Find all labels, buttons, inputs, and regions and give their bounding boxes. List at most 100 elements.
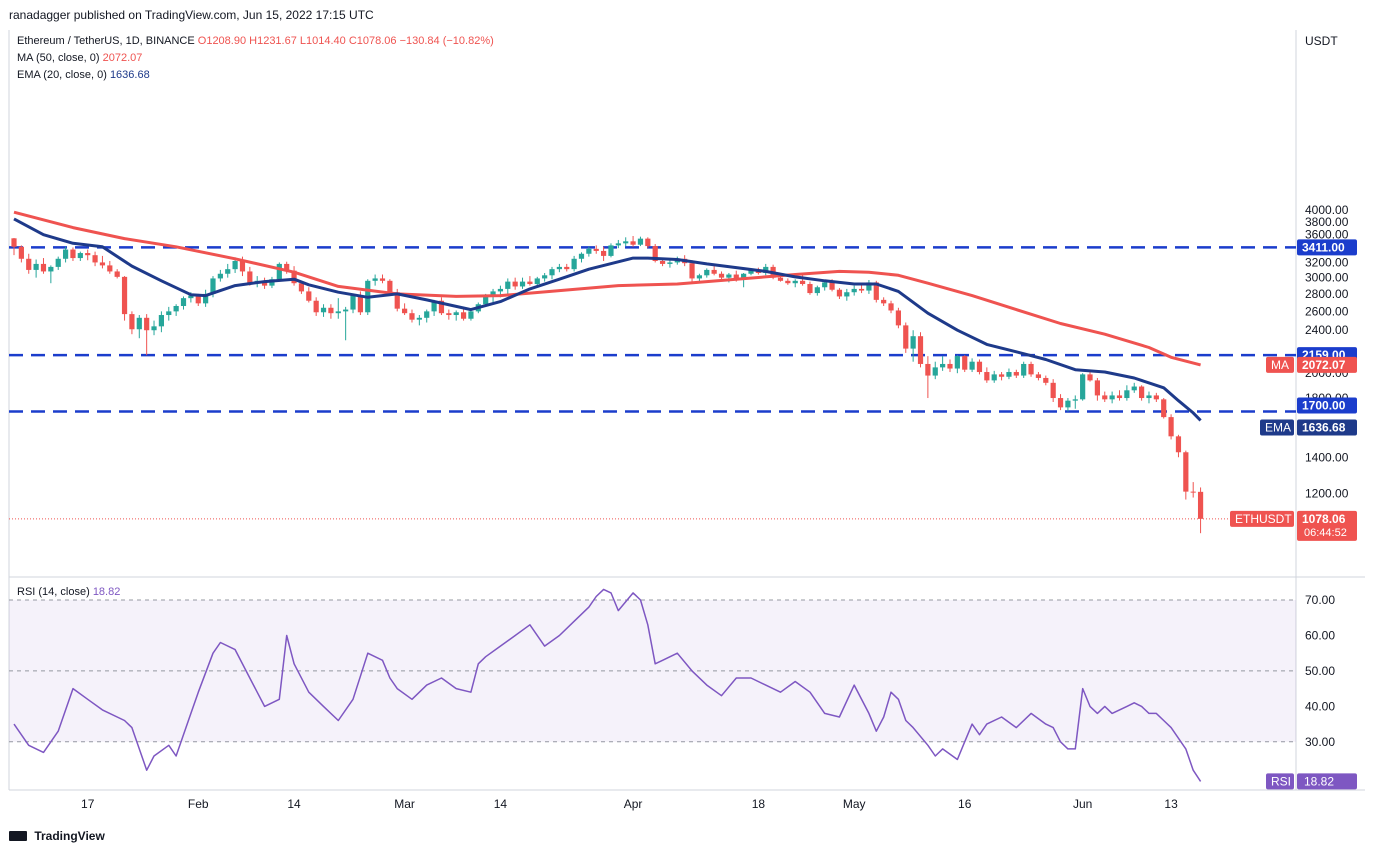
- candle-body: [586, 248, 592, 254]
- candle: [947, 359, 953, 373]
- candle: [741, 272, 747, 288]
- candle-body: [659, 260, 666, 264]
- rsi-legend[interactable]: RSI (14, close) 18.82: [17, 586, 120, 598]
- candle-body: [556, 266, 562, 270]
- rsi-tick-label: 40.00: [1305, 699, 1335, 713]
- candle: [601, 246, 607, 261]
- candle: [328, 304, 334, 319]
- price-axis-title: USDT: [1305, 34, 1338, 48]
- candle-body: [350, 295, 356, 310]
- rsi-tag: RSI: [1271, 774, 1291, 788]
- candle-body: [62, 249, 69, 259]
- price-tick-label: 1400.00: [1305, 450, 1349, 464]
- symbol-legend[interactable]: Ethereum / TetherUS, 1D, BINANCE O1208.9…: [17, 35, 494, 47]
- candle: [11, 237, 17, 256]
- candle-body: [1168, 417, 1174, 437]
- candle: [402, 303, 408, 316]
- candle-body: [18, 246, 24, 259]
- candle: [623, 237, 629, 247]
- candle-body: [424, 311, 430, 318]
- candle-body: [372, 278, 378, 281]
- candle: [1102, 391, 1108, 402]
- candle: [637, 236, 644, 247]
- level-3411-label: 3411.00: [1302, 240, 1345, 254]
- candle: [505, 278, 511, 294]
- candle: [976, 359, 983, 375]
- tradingview-logo[interactable]: TradingView: [9, 829, 105, 843]
- candle: [306, 287, 312, 303]
- candle-body: [954, 356, 960, 369]
- rsi-value-box: [1297, 773, 1357, 790]
- candle-body: [814, 287, 820, 294]
- rsi-line: [13, 588, 1202, 782]
- candle-body: [1139, 386, 1145, 399]
- candle: [1065, 398, 1071, 412]
- ma50-line: [13, 210, 1201, 367]
- candle: [298, 281, 305, 294]
- candle: [667, 259, 673, 268]
- candle-body: [460, 312, 467, 319]
- candle-body: [121, 276, 128, 315]
- candle-body: [298, 283, 305, 292]
- candle-body: [239, 260, 246, 272]
- ema20-line: [13, 217, 1202, 422]
- candle-body: [55, 258, 61, 267]
- candle-body: [704, 269, 710, 276]
- candle-body: [261, 280, 268, 286]
- ma-legend[interactable]: MA (50, close, 0) 2072.07: [17, 52, 142, 64]
- candle-body: [453, 312, 459, 316]
- candle-body: [527, 281, 533, 285]
- candle: [48, 265, 54, 284]
- candle-body: [11, 238, 17, 247]
- candle-body: [512, 281, 518, 287]
- ema-tag-box: [1260, 419, 1294, 436]
- candle: [645, 237, 651, 249]
- chart-header: ranadagger published on TradingView.com,…: [0, 0, 1373, 30]
- candle-body: [1065, 400, 1071, 408]
- candle-body: [291, 270, 297, 284]
- price-tick-label: 2800.00: [1305, 287, 1349, 301]
- time-tick-label: 13: [1164, 797, 1178, 811]
- ema-legend[interactable]: EMA (20, close, 0) 1636.68: [17, 69, 150, 81]
- candle: [718, 271, 725, 280]
- candle-body: [851, 288, 857, 293]
- candle-body: [166, 311, 172, 316]
- candle-body: [571, 258, 577, 270]
- candle-body: [822, 282, 828, 288]
- time-tick-label: 17: [81, 797, 95, 811]
- candle: [1013, 369, 1019, 378]
- candle-body: [998, 374, 1005, 377]
- candle-body: [1197, 491, 1204, 519]
- candle-body: [497, 288, 504, 292]
- candle: [888, 300, 894, 314]
- candle: [689, 260, 695, 282]
- candle-body: [564, 266, 570, 270]
- last-price-label: 1078.06: [1302, 512, 1346, 526]
- candle-body: [881, 299, 887, 304]
- candle-body: [623, 241, 629, 244]
- candle-body: [1109, 395, 1115, 400]
- candle-body: [483, 296, 489, 305]
- candle-body: [873, 282, 879, 300]
- ma-legend-value: 2072.07: [102, 52, 143, 64]
- footer: [0, 822, 1373, 855]
- candle-body: [1043, 377, 1049, 383]
- rsi-tag-box: [1266, 773, 1294, 790]
- candle-body: [335, 311, 341, 314]
- candle: [1197, 487, 1204, 534]
- candle: [33, 259, 39, 278]
- tradingview-logo-icon: [9, 831, 27, 841]
- candle-body: [718, 273, 725, 278]
- candle-body: [748, 269, 754, 274]
- candle-body: [917, 336, 924, 364]
- candle-body: [195, 295, 201, 304]
- ema-price-label-box: [1297, 419, 1357, 436]
- rsi-tick-label: 30.00: [1305, 735, 1335, 749]
- candle: [70, 247, 76, 261]
- rsi-tick-label: 60.00: [1305, 628, 1335, 642]
- candle-body: [578, 253, 585, 259]
- candle-body: [1183, 452, 1189, 492]
- candle: [519, 277, 526, 289]
- candle-body: [276, 263, 282, 280]
